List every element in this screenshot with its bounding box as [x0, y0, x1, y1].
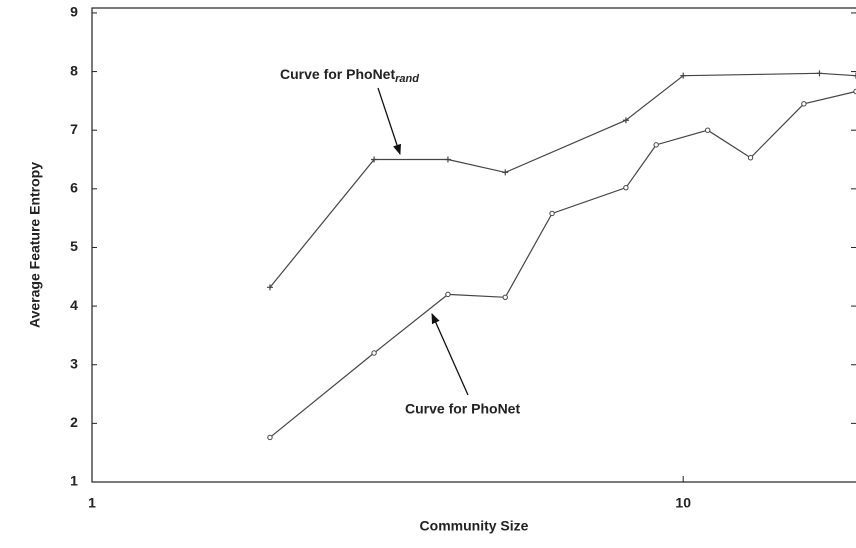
y-tick-label: 4	[70, 297, 78, 313]
point	[622, 117, 629, 124]
plot-frame	[91, 7, 856, 483]
y-tick-label: 6	[70, 180, 78, 196]
x-tick-label: 1	[88, 495, 96, 511]
point	[653, 142, 659, 148]
point	[266, 284, 273, 291]
annotation: Curve for PhoNet	[405, 401, 520, 417]
point	[371, 156, 378, 163]
y-tick-label: 9	[70, 4, 78, 20]
y-tick-label: 8	[70, 62, 78, 78]
point	[853, 72, 856, 79]
annotation: Curve for PhoNetrand	[280, 66, 419, 85]
annotation-arrow	[377, 87, 401, 155]
point	[371, 350, 377, 356]
y-tick-label: 3	[70, 355, 78, 371]
series-line	[269, 72, 856, 288]
point	[549, 210, 555, 217]
y-tick-label: 7	[70, 121, 78, 137]
y-tick-label: 1	[70, 473, 78, 489]
y-tick-label: 5	[70, 238, 78, 254]
y-axis-label: Average Feature Entropy	[27, 162, 43, 328]
point	[267, 434, 273, 441]
point	[445, 291, 451, 298]
series-line	[269, 90, 856, 438]
plot-area	[266, 70, 856, 441]
annotation-arrow	[431, 313, 469, 396]
point	[816, 70, 823, 77]
y-tick-label: 2	[70, 414, 78, 430]
x-tick-label: 10	[675, 495, 691, 511]
point	[801, 101, 807, 107]
point	[502, 294, 508, 301]
point	[502, 169, 509, 176]
point	[704, 127, 711, 133]
point	[444, 156, 451, 163]
point	[680, 72, 687, 79]
point	[623, 184, 629, 191]
point	[747, 155, 754, 161]
x-axis-label: Community Size	[420, 518, 529, 534]
